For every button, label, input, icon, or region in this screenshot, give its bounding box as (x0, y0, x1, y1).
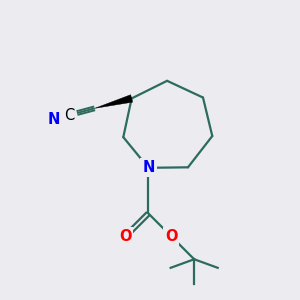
Polygon shape (95, 95, 133, 108)
Text: N: N (47, 112, 60, 127)
Text: C: C (64, 108, 74, 123)
Text: O: O (165, 229, 178, 244)
Text: N: N (142, 160, 154, 175)
Text: O: O (119, 229, 132, 244)
